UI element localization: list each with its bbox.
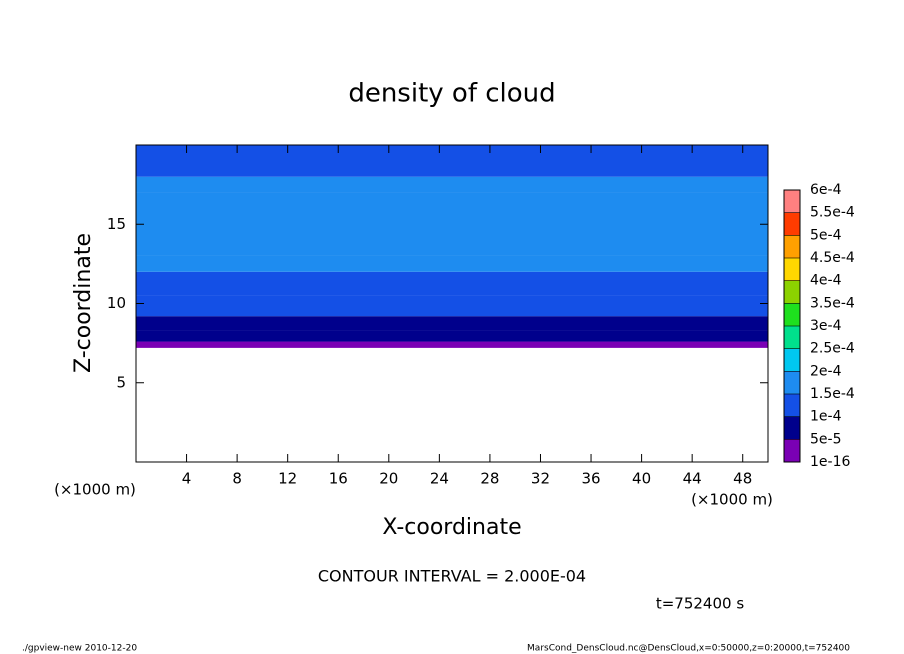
y-axis-label: Z-coordinate — [71, 233, 96, 373]
colorbar-swatch — [784, 371, 800, 394]
x-tick-label: 40 — [632, 470, 651, 488]
colorbar-swatch — [784, 280, 800, 304]
x-tick-label: 44 — [683, 470, 702, 488]
colorbar-label: 1e-4 — [810, 409, 842, 425]
contour-band — [136, 316, 768, 331]
x-tick-label: 28 — [480, 470, 499, 488]
contour-band — [136, 330, 768, 342]
x-tick-label: 24 — [430, 470, 449, 488]
time-label: t=752400 s — [656, 595, 744, 613]
colorbar-swatch — [784, 326, 800, 349]
x-tick-label: 32 — [531, 470, 550, 488]
x-tick-label: 16 — [329, 470, 348, 488]
colorbar-label: 2.5e-4 — [810, 341, 855, 357]
contour-band — [136, 341, 768, 348]
colorbar-swatch — [784, 235, 800, 258]
colorbar-swatch — [784, 190, 800, 213]
colorbar-label: 1.5e-4 — [810, 386, 855, 402]
colorbar-label: 4.5e-4 — [810, 250, 855, 266]
x-axis-label: X-coordinate — [382, 515, 521, 540]
footer-left: ./gpview-new 2010-12-20 — [22, 644, 137, 654]
x-unit: (×1000 m) — [691, 491, 773, 509]
x-tick-label: 36 — [581, 470, 600, 488]
y-tick-label: 10 — [107, 294, 126, 312]
contour-band — [136, 192, 768, 256]
contour-band — [136, 176, 768, 193]
colorbar-swatch — [784, 303, 800, 326]
contour-band — [136, 271, 768, 296]
footer-right: MarsCond_DensCloud.nc@DensCloud,x=0:5000… — [527, 644, 850, 654]
colorbar-swatch — [784, 416, 800, 440]
y-tick-label: 5 — [116, 373, 126, 391]
colorbar-label: 4e-4 — [810, 273, 842, 289]
colorbar-swatch — [784, 439, 800, 462]
chart-title: density of cloud — [348, 79, 555, 109]
colorbar-label: 5.5e-4 — [810, 205, 855, 221]
contour-band — [136, 255, 768, 272]
contour-band — [136, 145, 768, 177]
colorbar-swatch — [784, 258, 800, 281]
colorbar-swatch — [784, 394, 800, 417]
x-tick-label: 4 — [182, 470, 192, 488]
y-unit: (×1000 m) — [54, 481, 136, 499]
colorbar-label: 3e-4 — [810, 318, 842, 334]
x-tick-label: 20 — [379, 470, 398, 488]
contour-interval: CONTOUR INTERVAL = 2.000E-04 — [318, 567, 586, 586]
colorbar-swatch — [784, 348, 800, 372]
colorbar-swatch — [784, 212, 800, 236]
y-tick-label: 15 — [107, 215, 126, 233]
x-tick-label: 12 — [278, 470, 297, 488]
colorbar-label: 2e-4 — [810, 363, 842, 379]
colorbar-label: 5e-5 — [810, 431, 841, 447]
x-tick-label: 8 — [232, 470, 242, 488]
colorbar-label: 3.5e-4 — [810, 295, 855, 311]
contour-band — [136, 295, 768, 317]
colorbar-label: 6e-4 — [810, 182, 842, 198]
colorbar-label: 5e-4 — [810, 227, 842, 243]
colorbar-label: 1e-16 — [810, 454, 850, 470]
x-tick-label: 48 — [733, 470, 752, 488]
